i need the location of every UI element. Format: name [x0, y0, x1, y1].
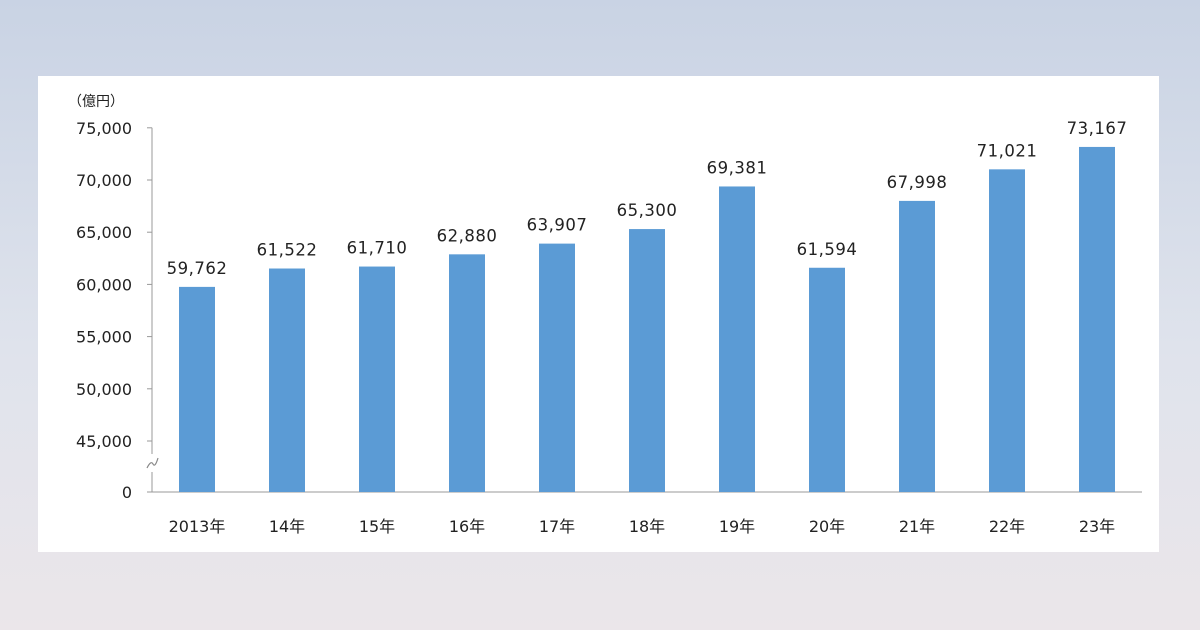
chart-x-tick-labels: 2013年 14年 15年 16年 17年 18年 19年 20年 21年 22年 23年 — [169, 517, 1116, 536]
x-tick-label: 22年 — [989, 517, 1025, 536]
bar-value-label: 61,710 — [347, 239, 408, 258]
bar — [359, 266, 395, 492]
bar — [449, 254, 485, 492]
bar — [809, 267, 845, 492]
y-tick-label: 70,000 — [76, 171, 132, 190]
x-tick-label: 19年 — [719, 517, 755, 536]
y-tick-label: 65,000 — [76, 223, 132, 242]
revenue-bar-chart: （億円） 59,762 61,522 61,710 62,880 63,907 65,30… — [68, 94, 1142, 536]
y-tick-label: 55,000 — [76, 328, 132, 347]
chart-y-tick-labels: 0 45,000 50,000 55,000 60,000 65,000 70,000 75,… — [76, 119, 152, 502]
bar-value-label: 71,021 — [977, 141, 1038, 160]
bar-value-label: 61,522 — [257, 241, 318, 260]
y-tick-label: 60,000 — [76, 275, 132, 294]
bar — [269, 268, 305, 492]
bar-value-label: 59,762 — [167, 259, 228, 278]
y-tick-label: 50,000 — [76, 380, 132, 399]
x-tick-label: 16年 — [449, 517, 485, 536]
chart-panel: （億円） 59,762 61,522 61,710 62,880 63,907 65,30… — [38, 76, 1159, 552]
x-tick-label: 17年 — [539, 517, 575, 536]
bar — [629, 229, 665, 492]
bar — [899, 200, 935, 492]
bar — [1079, 146, 1115, 492]
bar-value-label: 61,594 — [797, 240, 858, 259]
chart-bars — [179, 146, 1115, 493]
bar-value-label: 63,907 — [527, 216, 588, 235]
y-tick-label: 0 — [122, 483, 132, 502]
y-tick-label: 75,000 — [76, 119, 132, 138]
bar-value-label: 62,880 — [437, 226, 498, 245]
x-tick-label: 14年 — [269, 517, 305, 536]
y-axis-unit-label: （億円） — [68, 94, 124, 110]
y-tick-label: 45,000 — [76, 432, 132, 451]
x-tick-label: 23年 — [1079, 517, 1115, 536]
bar — [539, 243, 575, 492]
bar-value-label: 65,300 — [617, 201, 678, 220]
bar — [719, 186, 755, 493]
x-tick-label: 18年 — [629, 517, 665, 536]
bar — [179, 286, 215, 492]
chart-data-labels: 59,762 61,522 61,710 62,880 63,907 65,300 69,3… — [167, 119, 1128, 278]
x-tick-label: 15年 — [359, 517, 395, 536]
x-tick-label: 2013年 — [169, 517, 226, 536]
bar-value-label: 69,381 — [707, 158, 768, 177]
bar-value-label: 73,167 — [1067, 119, 1128, 138]
bar-value-label: 67,998 — [887, 173, 948, 192]
bar — [989, 169, 1025, 492]
x-tick-label: 20年 — [809, 517, 845, 536]
y-axis-break-mark — [146, 457, 159, 469]
x-tick-label: 21年 — [899, 517, 935, 536]
